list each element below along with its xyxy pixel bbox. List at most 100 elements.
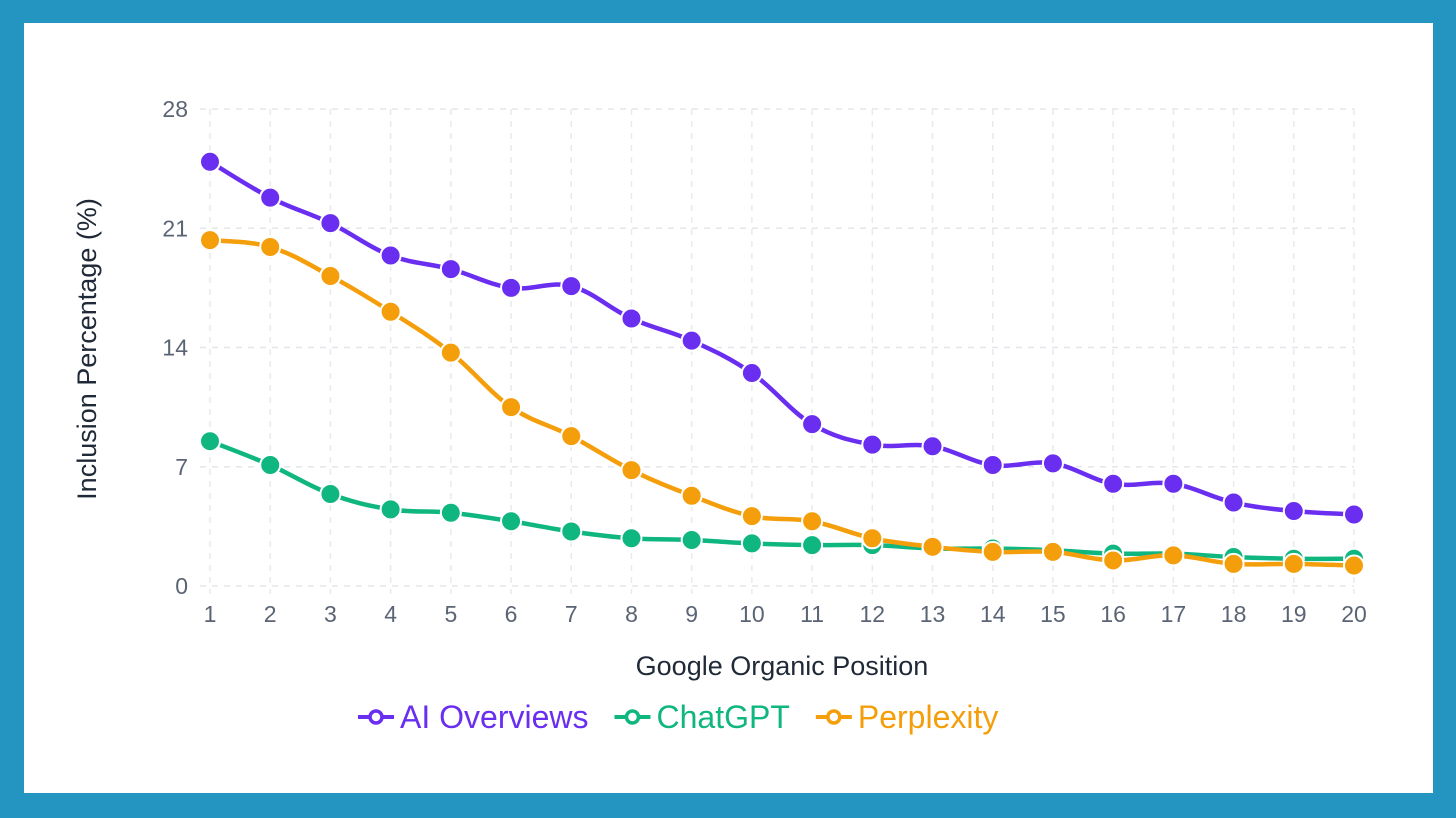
data-point [560,520,583,543]
x-tick-label: 14 [980,601,1006,627]
data-point [801,510,824,533]
data-point [439,501,462,524]
y-axis-ticks: 0 7 14 21 28 [162,96,188,599]
x-tick-label: 18 [1221,601,1247,627]
data-point [199,150,221,173]
legend-marker-icon [624,709,641,725]
data-point [620,307,643,330]
x-tick-label: 17 [1161,601,1187,627]
data-point [379,244,402,267]
series-line [207,237,1357,568]
data-point [740,505,763,528]
data-point [439,341,462,364]
x-tick-label: 12 [860,601,886,627]
data-point [620,527,643,550]
data-point [199,430,221,453]
y-axis-title: Inclusion Percentage (%) [72,198,102,500]
data-point [921,535,944,558]
data-point [560,425,583,448]
legend-label: Perplexity [858,699,999,735]
legend-item-perplexity: Perplexity [815,699,999,735]
data-point [560,275,583,298]
data-point [379,300,402,323]
data-point [1102,549,1125,572]
data-point [680,529,703,552]
data-point [1222,491,1245,514]
x-tick-label: 11 [800,601,824,627]
data-point [1343,554,1365,577]
series-line [207,438,1357,562]
data-point [861,527,884,550]
x-tick-label: 13 [920,601,946,627]
data-point [861,433,884,456]
data-point [921,435,944,458]
series-ai-overviews [199,150,1365,526]
data-point [740,532,763,555]
data-point [500,396,523,419]
data-point [1041,452,1064,475]
x-axis-ticks: 1 2 3 4 5 6 7 8 9 10 11 12 13 14 15 16 17 18 19 20 [204,601,1367,627]
legend-marker-icon [368,709,384,725]
data-point [801,413,824,436]
data-point [680,329,703,352]
data-point [1282,500,1305,523]
data-point [199,229,221,252]
data-point [1162,472,1185,495]
data-point [981,454,1004,477]
data-point [1343,503,1365,526]
x-tick-label: 2 [264,601,277,627]
x-tick-label: 3 [324,601,337,627]
legend-item-ai-overviews: AI Overviews [358,699,588,735]
x-tick-label: 19 [1281,601,1307,627]
x-tick-label: 9 [685,601,698,627]
data-point [740,362,763,385]
x-tick-label: 15 [1040,601,1066,627]
x-tick-label: 8 [625,601,638,627]
y-tick-label: 14 [162,335,188,361]
data-point [259,454,282,477]
series-chatgpt [199,430,1365,570]
series-group [199,150,1365,577]
data-point [620,459,643,482]
data-point [439,258,462,281]
x-tick-label: 7 [565,601,578,627]
data-point [379,498,402,521]
x-tick-label: 10 [739,601,765,627]
data-point [981,540,1004,563]
chart-card: 0 7 14 21 28 1 2 3 4 5 6 7 8 9 10 11 12 13 14 15 16 17 18 19 20… [24,23,1433,793]
data-point [1102,472,1125,495]
legend: AI Overviews ChatGPT Perplexity [358,699,998,735]
y-tick-label: 7 [175,454,188,480]
series-perplexity [199,229,1365,577]
x-tick-label: 5 [444,601,457,627]
y-tick-label: 21 [162,215,188,241]
x-axis-title: Google Organic Position [636,651,929,681]
y-tick-label: 0 [175,573,188,599]
x-tick-label: 6 [505,601,518,627]
legend-label: AI Overviews [400,699,588,735]
data-point [1162,544,1185,567]
data-point [680,484,703,507]
y-tick-label: 28 [162,96,188,122]
x-tick-label: 20 [1341,601,1367,627]
legend-marker-icon [826,709,842,725]
data-point [500,276,523,299]
data-point [500,510,523,533]
data-point [1041,540,1064,563]
data-point [801,534,824,557]
x-tick-label: 4 [384,601,397,627]
data-point [259,235,282,258]
data-point [319,483,342,506]
data-point [319,212,342,235]
x-tick-label: 16 [1100,601,1126,627]
data-point [1282,552,1305,575]
data-point [319,264,342,287]
data-point [1222,552,1245,575]
legend-item-chatgpt: ChatGPT [614,699,790,735]
x-tick-label: 1 [204,601,217,627]
legend-label: ChatGPT [656,699,789,735]
data-point [259,186,282,209]
series-line [207,159,1357,517]
grid-lines [200,108,1355,594]
